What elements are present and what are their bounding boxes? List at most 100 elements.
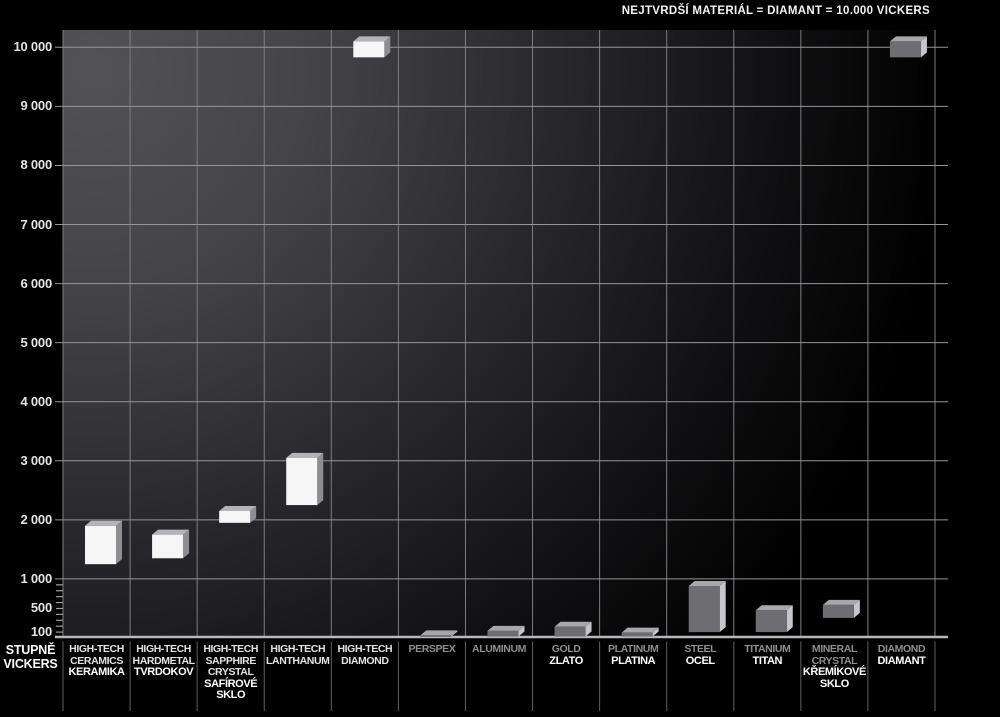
bar-steel [688,586,720,633]
bar-top-high-tech-hardmetal [152,529,190,535]
bar-aluminum [487,630,519,637]
bar-gold [554,626,586,637]
bar-side-steel [719,581,726,633]
category-czech-line: SKLO [819,677,849,690]
bar-titanium [755,610,787,633]
category-label-perspex: PERSPEX [398,641,465,717]
category-label-gold: GOLD ZLATO [533,641,600,717]
y-tick-label-7000: 7 000 [20,216,52,232]
chart-title: NEJTVRDŠÍ MATERIÁL = DIAMANT = 10.000 VI… [621,5,930,17]
category-czech-line: SAFÍROVÉ [204,677,258,690]
category-czech-line: TITAN [752,654,783,667]
bar-side-high-tech-sapphire [250,505,257,523]
category-name-line: HIGH-TECH [136,643,191,655]
category-name-line: ALUMINUM [472,643,526,655]
bar-top-high-tech-ceramics [85,520,122,526]
bar-top-aluminum [487,625,525,631]
y-tick-label-100: 100 [30,624,52,640]
y-tick-label-10000: 10 000 [13,39,52,55]
category-czech-line: ZLATO [549,654,583,667]
category-czech-line: TVRDOKOV [134,666,194,678]
category-name-line: TITANIUM [744,643,791,655]
bar-perspex [420,635,452,637]
y-axis-labels: 10 000 9 000 8 000 7 000 6 000 5 000 4 000 3 00… [0,0,52,717]
category-name-line: PERSPEX [408,643,456,655]
bar-high-tech-hardmetal [152,534,184,559]
y-tick-label-3000: 3 000 [20,452,52,468]
y-axis-title: STUPNĚ VICKERS [0,643,61,671]
category-czech-line: KERAMIKA [68,666,125,678]
bar-top-titanium [755,605,793,611]
bar-side-high-tech-ceramics [116,520,122,565]
bar-top-steel [688,581,726,587]
category-label-high-tech-hardmetal: HIGH-TECH HARDMETAL TVRDOKOV [130,641,197,717]
y-tick-label-1000: 1 000 [20,570,52,586]
category-name-line: HIGH-TECH [203,643,259,655]
bar-side-titanium [786,605,793,633]
category-czech-line: KŘEMÍKOVÉ [802,666,866,678]
bar-side-high-tech-diamond [384,36,391,58]
bar-diamond [889,41,921,58]
bar-top-high-tech-diamond [353,36,391,42]
x-axis-labels: HIGH-TECH CERAMICS KERAMIKA HIGH-TECH HARDME… [63,641,935,717]
bar-top-mineral-crystal [822,599,860,605]
y-axis-title-line1: STUPNĚ [5,643,56,657]
category-label-high-tech-lanthanum: HIGH-TECH LANTHANUM [264,641,331,717]
category-name-line: HIGH-TECH [337,643,393,655]
category-label-steel: STEEL OCEL [667,641,734,717]
bar-platinum [621,632,653,637]
category-czech-line: SKLO [216,689,246,701]
bar-side-diamond [920,36,927,58]
category-label-mineral-crystal: MINERAL CRYSTAL KŘEMÍKOVÉ SKLO [801,641,868,717]
bar-side-aluminum [518,625,525,637]
bar-side-perspex [451,630,458,637]
category-name-line: SAPPHIRE [205,654,256,667]
bar-top-perspex [420,630,458,636]
category-name-line: DIAMOND [877,643,926,655]
bar-mineral-crystal [822,604,854,618]
y-tick-label-9000: 9 000 [20,98,52,114]
y-tick-label-500: 500 [30,600,52,616]
category-name-line: HIGH-TECH [270,643,326,655]
y-axis-title-line2: VICKERS [3,656,58,671]
category-label-high-tech-diamond: HIGH-TECH DIAMOND [331,641,398,717]
bar-side-gold [585,621,592,637]
bar-high-tech-ceramics [85,525,116,565]
category-name-line: CERAMICS [70,654,123,667]
bar-top-diamond [889,36,927,42]
y-tick-label-6000: 6 000 [20,275,52,291]
category-name-line: PLATINUM [608,643,659,655]
y-tick-label-5000: 5 000 [20,334,52,350]
category-czech-line: DIAMANT [877,654,926,667]
bar-side-high-tech-hardmetal [183,529,190,559]
bar-high-tech-lanthanum [286,457,318,506]
category-czech-line: OCEL [685,654,715,667]
category-name-line: HIGH-TECH [69,643,124,655]
category-label-diamond: DIAMOND DIAMANT [868,641,935,717]
bar-top-high-tech-sapphire [219,505,257,511]
category-name-line: DIAMOND [341,654,389,667]
category-label-aluminum: ALUMINUM [465,641,532,717]
category-name-line: MINERAL [811,643,857,655]
bar-side-high-tech-lanthanum [317,452,324,506]
category-name-line: GOLD [551,643,581,655]
bar-top-gold [554,621,592,627]
bar-top-high-tech-lanthanum [286,452,324,458]
category-name-line: CRYSTAL [811,654,858,667]
y-tick-label-4000: 4 000 [20,393,52,409]
bar-high-tech-sapphire [219,510,251,523]
plot-area-background [63,30,935,638]
category-label-high-tech-ceramics: HIGH-TECH CERAMICS KERAMIKA [63,641,130,717]
category-label-high-tech-sapphire: HIGH-TECH SAPPHIRE CRYSTAL SAFÍROVÉ SKLO [197,641,264,717]
bar-top-platinum [621,627,659,633]
category-name-line: CRYSTAL [207,666,254,678]
category-label-titanium: TITANIUM TITAN [734,641,801,717]
category-name-line: STEEL [684,643,717,655]
category-czech-line: PLATINA [611,654,656,667]
bar-side-platinum [652,627,659,637]
bar-side-mineral-crystal [853,599,860,618]
y-tick-label-2000: 2 000 [20,511,52,527]
bar-high-tech-diamond [353,41,385,58]
